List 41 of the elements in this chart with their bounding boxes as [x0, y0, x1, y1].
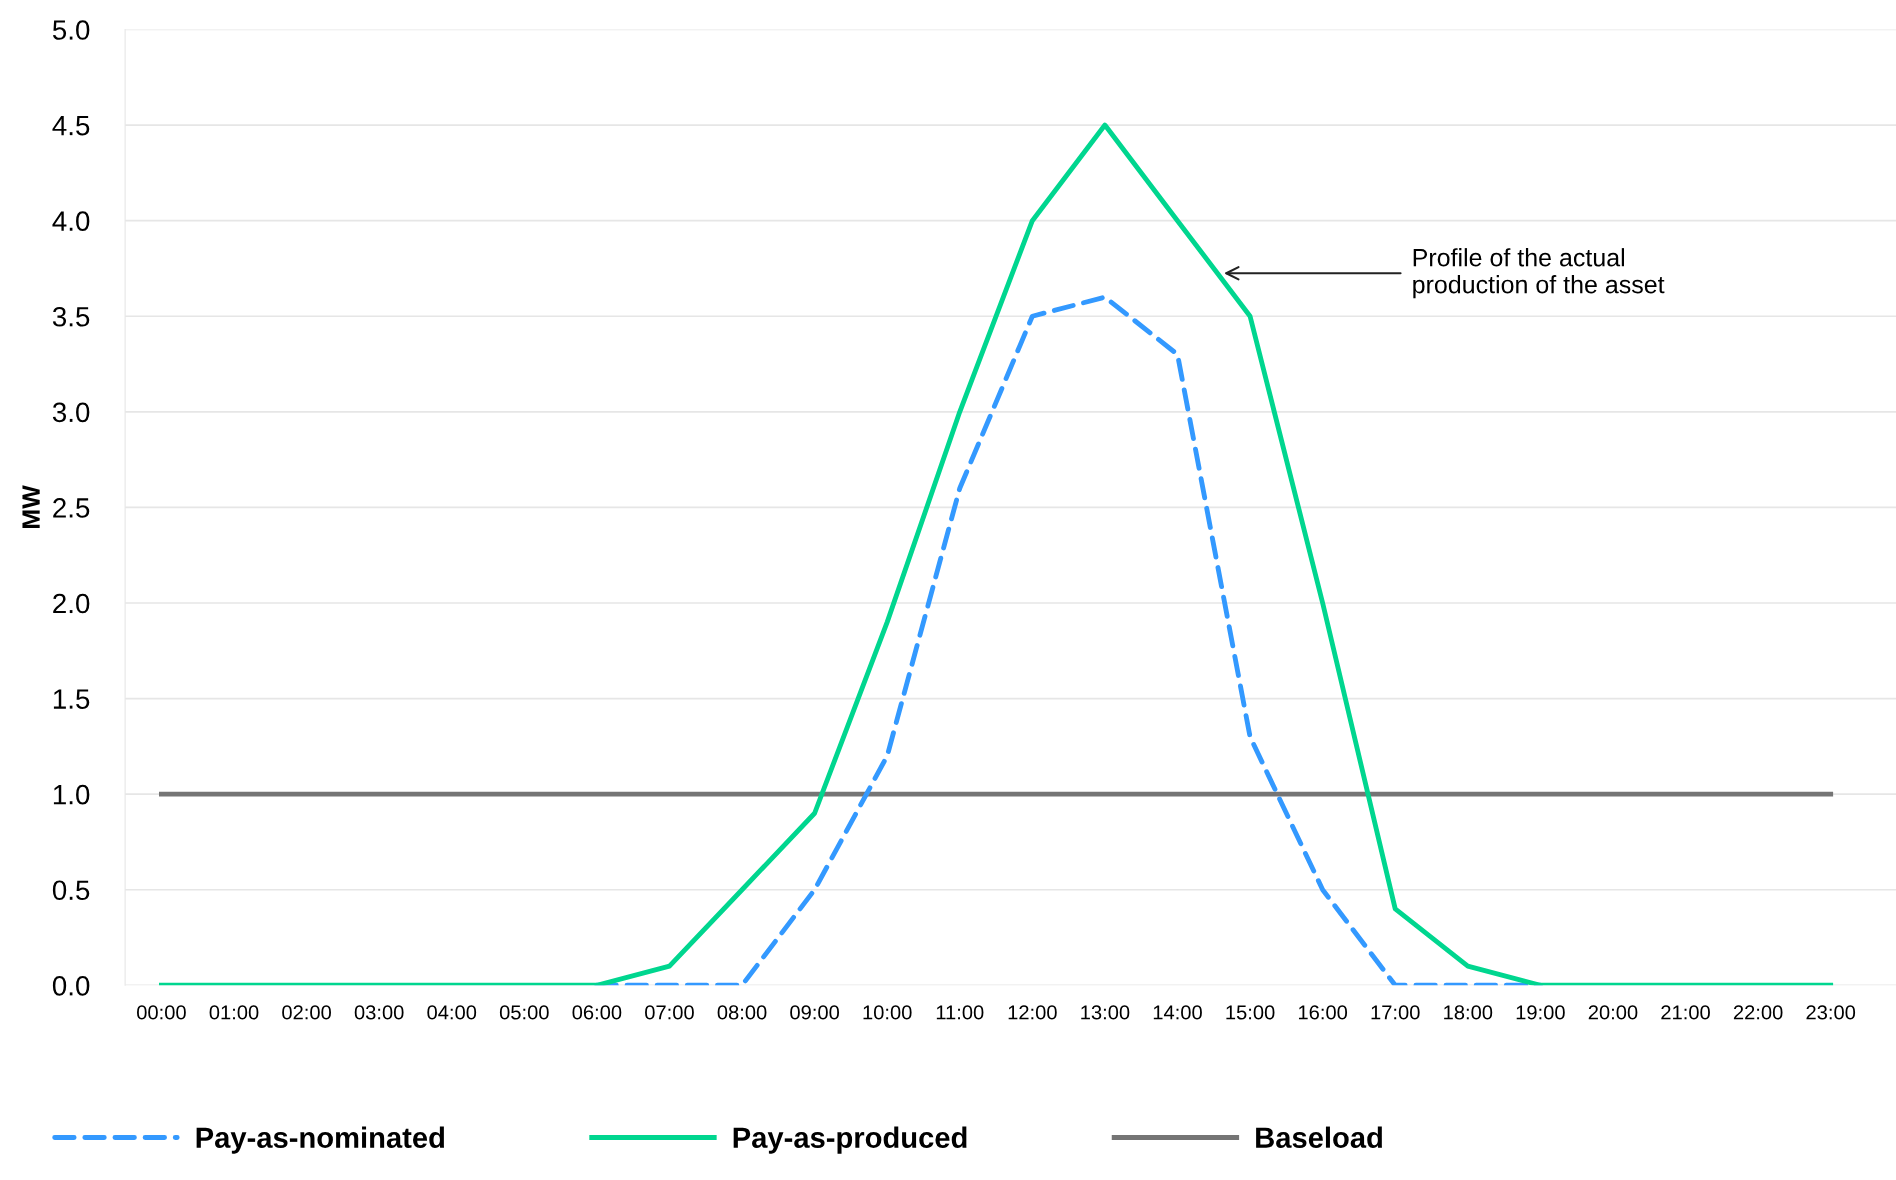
- legend-label: Baseload: [1256, 1126, 1382, 1148]
- x-tick-label: 15:00: [1226, 1005, 1275, 1020]
- x-tick-label: 04:00: [427, 1005, 477, 1020]
- x-tick-label: 10:00: [863, 1005, 912, 1020]
- x-tick-label: 00:00: [137, 1005, 186, 1020]
- y-tick-label: 5.0: [52, 20, 90, 40]
- x-tick-label: 07:00: [645, 1005, 694, 1020]
- x-tick-label: 20:00: [1588, 1005, 1638, 1020]
- x-tick-label: 08:00: [717, 1005, 767, 1020]
- x-tick-label: 01:00: [209, 1005, 259, 1020]
- x-tick-label: 19:00: [1516, 1005, 1565, 1020]
- y-axis-title: MW: [22, 485, 40, 528]
- legend-label: Pay-as-produced: [733, 1126, 967, 1154]
- x-tick-label: 14:00: [1153, 1005, 1202, 1020]
- x-tick-label: 18:00: [1444, 1005, 1493, 1020]
- x-tick-label: 16:00: [1298, 1005, 1348, 1020]
- y-tick-label: 1.5: [53, 689, 90, 709]
- y-tick-label: 4.5: [52, 116, 90, 136]
- y-tick-label: 3.0: [52, 402, 90, 423]
- y-tick-label: 4.0: [52, 211, 90, 231]
- y-tick-label: 0.5: [52, 880, 90, 901]
- x-tick-label: 22:00: [1733, 1005, 1783, 1020]
- y-tick-label: 2.0: [53, 593, 90, 614]
- y-tick-label: 1.0: [53, 784, 90, 805]
- x-tick-label: 13:00: [1081, 1005, 1130, 1020]
- y-tick-label: 2.5: [53, 498, 90, 518]
- x-tick-label: 23:00: [1806, 1005, 1856, 1020]
- line-series: [158, 122, 1834, 986]
- x-tick-label: 21:00: [1661, 1005, 1710, 1020]
- x-tick-label: 02:00: [282, 1005, 331, 1020]
- annotation: Profile of the actual production of the asset: [1413, 248, 1665, 299]
- x-tick-label: 06:00: [572, 1005, 622, 1020]
- x-tick-label: 17:00: [1371, 1005, 1420, 1020]
- x-tick-label: 09:00: [790, 1005, 840, 1020]
- legend-label: Pay-as-nominated: [196, 1126, 444, 1154]
- x-tick-label: 05:00: [499, 1005, 549, 1020]
- x-tick-label: 12:00: [1008, 1005, 1057, 1020]
- x-tick-label: 11:00: [936, 1005, 984, 1020]
- y-tick-label: 0.0: [52, 975, 90, 996]
- x-tick-label: 03:00: [354, 1005, 404, 1020]
- y-tick-label: 3.5: [52, 306, 90, 327]
